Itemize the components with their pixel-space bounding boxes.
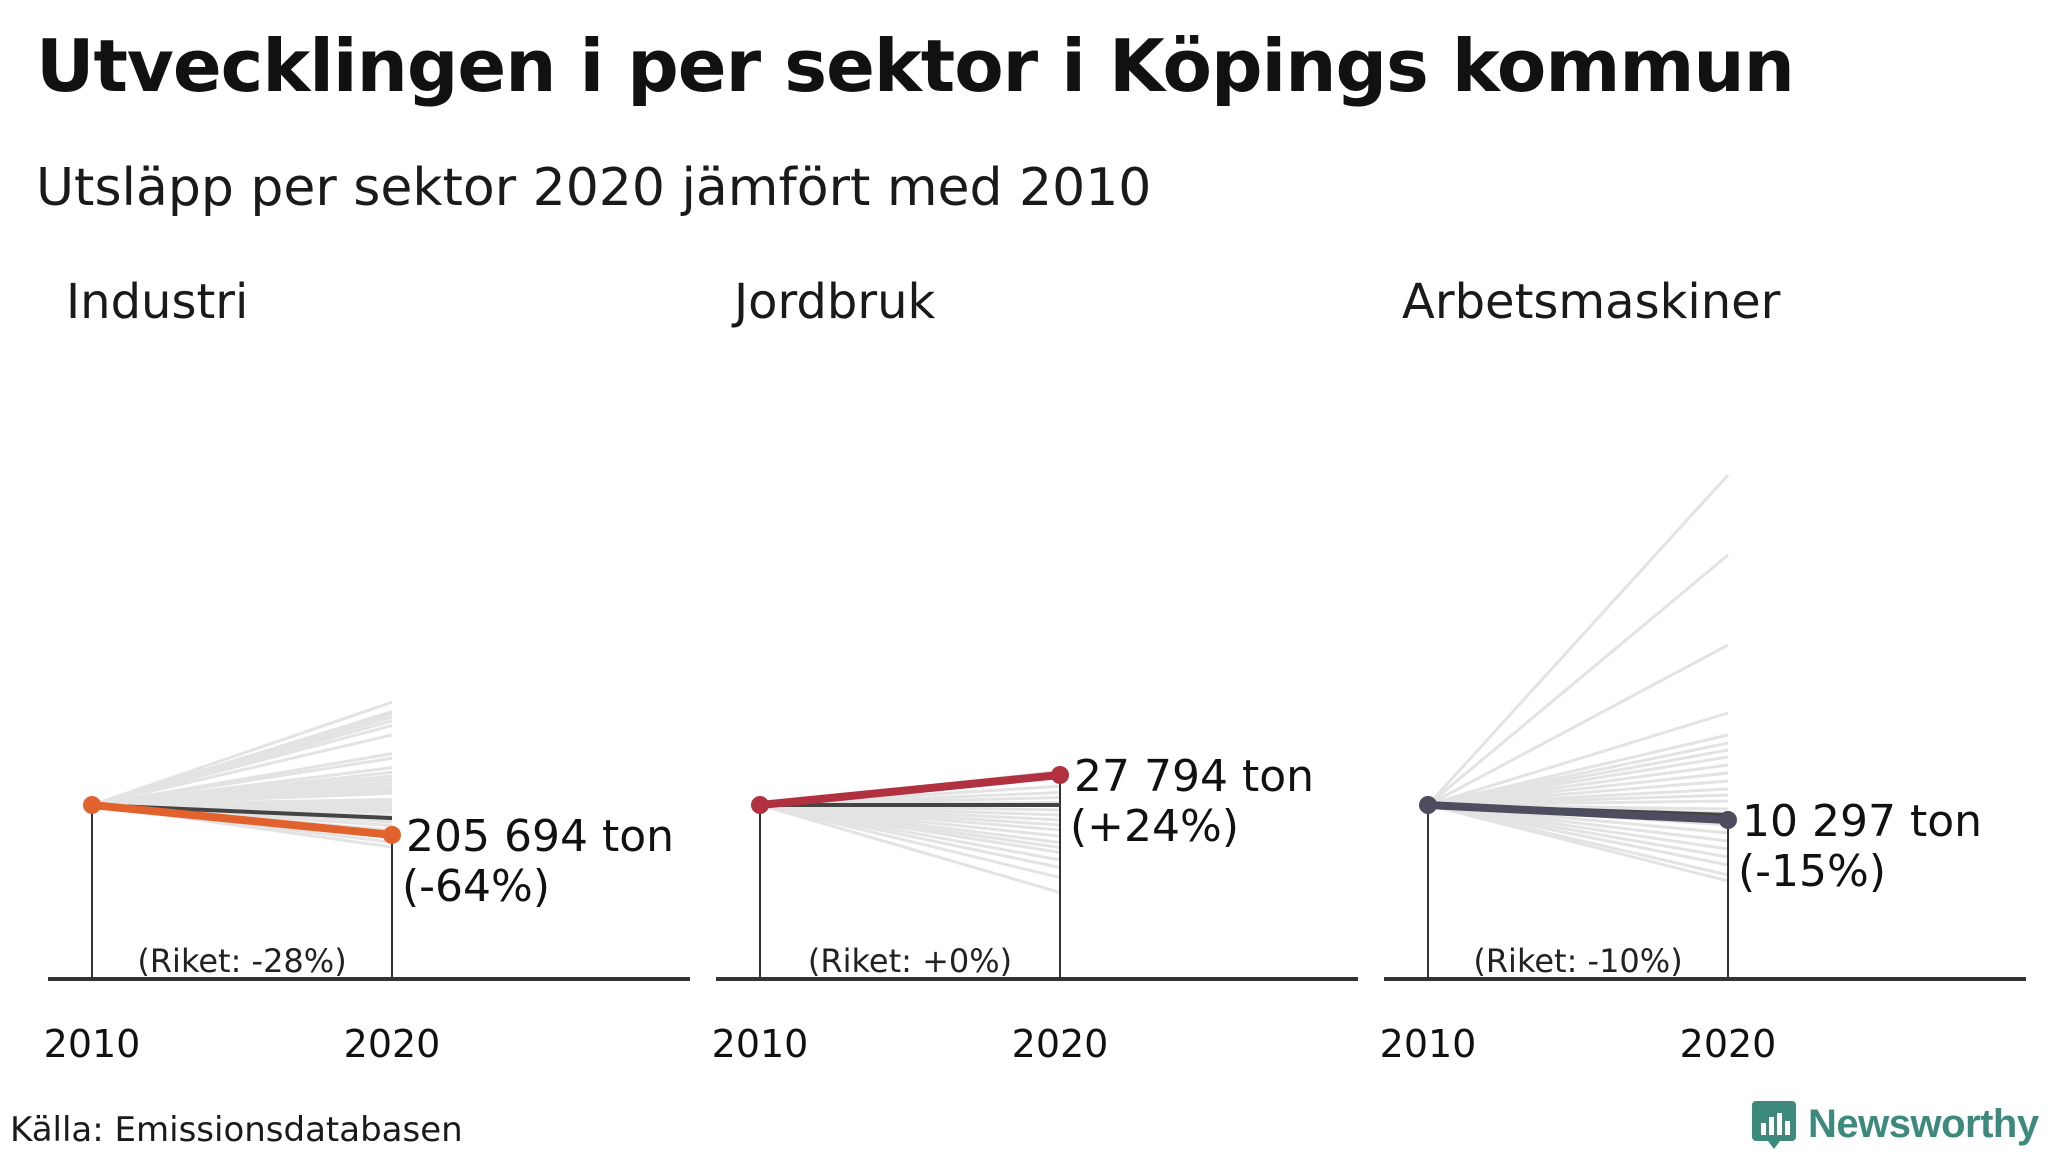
panel-title: Arbetsmaskiner [1402, 274, 1781, 330]
x-tick-label-2010: 2010 [712, 1022, 809, 1066]
source-note: Källa: Emissionsdatabasen [10, 1110, 463, 1150]
value-label: 205 694 ton [406, 811, 674, 862]
background-municipality-line [759, 803, 1061, 879]
kommun-point-2020 [1051, 766, 1069, 784]
change-label: (+24%) [1070, 801, 1239, 852]
kommun-point-2020 [1719, 811, 1737, 829]
kommun-line [88, 801, 396, 839]
brand: Newsworthy [1750, 1097, 2039, 1151]
brand-name: Newsworthy [1808, 1101, 2039, 1146]
national-note: (Riket: +0%) [808, 942, 1012, 980]
kommun-line [756, 771, 1064, 809]
background-municipality-line [1427, 711, 1729, 807]
national-note: (Riket: -28%) [137, 942, 346, 980]
background-municipality-line [759, 803, 1061, 869]
x-tick-label-2010: 2010 [1380, 1022, 1477, 1066]
change-label: (-15%) [1738, 846, 1886, 897]
chart-subtitle: Utsläpp per sektor 2020 jämfört med 2010 [36, 158, 1152, 218]
kommun-point-2010 [83, 796, 101, 814]
kommun-point-2010 [751, 796, 769, 814]
x-tick-label-2020: 2020 [1012, 1022, 1109, 1066]
change-label: (-64%) [402, 861, 550, 912]
background-municipality-line [759, 803, 1061, 894]
background-municipality-line [91, 733, 393, 807]
kommun-point-2020 [383, 825, 401, 844]
background-municipality-line [91, 756, 393, 807]
x-tick-label-2020: 2020 [1680, 1022, 1777, 1066]
value-label: 10 297 ton [1742, 796, 1982, 847]
background-municipality-line [1427, 643, 1729, 807]
x-tick-label-2020: 2020 [344, 1022, 441, 1066]
background-municipality-line [1427, 803, 1729, 883]
x-tick-label-2010: 2010 [44, 1022, 141, 1066]
panel-title: Industri [66, 274, 248, 330]
chart-title: Utvecklingen i per sektor i Köpings komm… [36, 24, 1795, 108]
background-municipality-line [91, 724, 393, 807]
background-municipality-line [1427, 553, 1729, 807]
kommun-line [1424, 801, 1732, 824]
background-municipality-line [1427, 803, 1729, 867]
value-label: 27 794 ton [1074, 751, 1314, 802]
background-municipality-line [1426, 473, 1730, 807]
newsworthy-logo-icon [1752, 1101, 1796, 1149]
kommun-point-2010 [1419, 796, 1437, 814]
national-note: (Riket: -10%) [1473, 942, 1682, 980]
panel-title: Jordbruk [731, 274, 936, 330]
